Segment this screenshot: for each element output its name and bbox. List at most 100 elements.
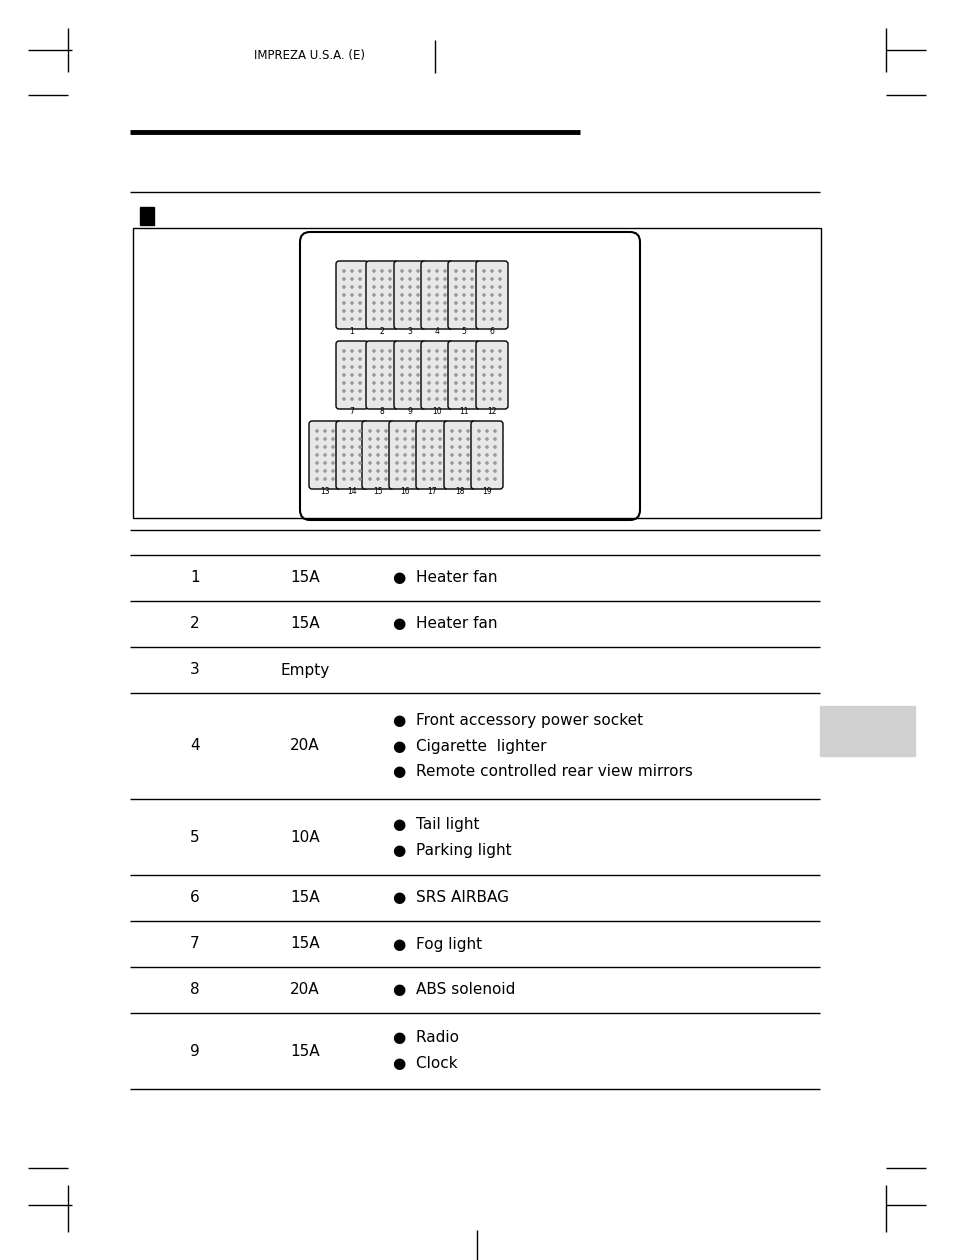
Circle shape [431,470,433,472]
Circle shape [409,310,411,312]
Circle shape [380,389,383,392]
Circle shape [358,454,361,456]
Circle shape [451,470,453,472]
Circle shape [400,302,403,304]
Text: 1: 1 [349,326,354,335]
Circle shape [358,478,361,480]
Circle shape [358,374,361,375]
Circle shape [384,478,387,480]
Circle shape [462,310,465,312]
Circle shape [389,374,391,375]
Circle shape [389,302,391,304]
Circle shape [416,294,418,296]
Text: 15: 15 [373,486,382,495]
Text: 16: 16 [399,486,410,495]
Circle shape [351,438,353,440]
Circle shape [471,358,473,360]
Text: 14: 14 [347,486,356,495]
Circle shape [498,389,500,392]
Circle shape [494,462,496,464]
Circle shape [373,398,375,401]
Circle shape [380,270,383,272]
Circle shape [369,430,371,432]
Circle shape [332,462,334,464]
Circle shape [351,278,353,280]
Circle shape [491,302,493,304]
FancyBboxPatch shape [443,421,476,489]
Text: 15A: 15A [290,616,319,631]
Circle shape [358,350,361,352]
Circle shape [412,462,414,464]
Circle shape [451,462,453,464]
Circle shape [498,358,500,360]
Circle shape [351,454,353,456]
Circle shape [428,398,430,401]
Circle shape [373,365,375,368]
Circle shape [351,374,353,375]
Circle shape [428,302,430,304]
Circle shape [373,374,375,375]
Circle shape [422,470,425,472]
Circle shape [351,478,353,480]
Circle shape [400,389,403,392]
Text: 3: 3 [407,326,412,335]
Circle shape [342,398,345,401]
Circle shape [416,398,418,401]
Circle shape [485,454,488,456]
FancyBboxPatch shape [471,421,502,489]
Circle shape [342,389,345,392]
Circle shape [436,310,437,312]
Circle shape [400,382,403,384]
Circle shape [455,358,456,360]
Circle shape [458,478,460,480]
Circle shape [451,430,453,432]
Circle shape [416,365,418,368]
Circle shape [494,430,496,432]
Circle shape [358,470,361,472]
Circle shape [403,470,406,472]
Circle shape [400,365,403,368]
Text: 7: 7 [349,407,355,416]
Circle shape [471,374,473,375]
Circle shape [409,358,411,360]
FancyBboxPatch shape [389,421,420,489]
Text: 4: 4 [435,326,439,335]
Circle shape [358,286,361,289]
Circle shape [384,446,387,449]
FancyBboxPatch shape [448,341,479,410]
Circle shape [412,446,414,449]
Circle shape [416,350,418,352]
FancyBboxPatch shape [366,341,397,410]
Circle shape [455,318,456,320]
Circle shape [412,430,414,432]
Circle shape [498,294,500,296]
Circle shape [428,350,430,352]
Circle shape [455,270,456,272]
Circle shape [477,454,479,456]
Text: ●  Heater fan: ● Heater fan [393,616,497,631]
Circle shape [436,302,437,304]
Circle shape [369,470,371,472]
Circle shape [403,462,406,464]
Circle shape [482,310,484,312]
Circle shape [471,365,473,368]
Circle shape [498,350,500,352]
Circle shape [455,382,456,384]
Circle shape [482,278,484,280]
Text: 18: 18 [455,486,464,495]
Circle shape [466,462,469,464]
Circle shape [351,398,353,401]
Circle shape [324,430,326,432]
Circle shape [351,270,353,272]
Circle shape [443,350,446,352]
Circle shape [380,286,383,289]
Circle shape [491,365,493,368]
Circle shape [389,286,391,289]
Circle shape [436,382,437,384]
Circle shape [351,430,353,432]
Circle shape [380,398,383,401]
Circle shape [431,438,433,440]
Circle shape [436,270,437,272]
Circle shape [409,278,411,280]
Circle shape [482,350,484,352]
